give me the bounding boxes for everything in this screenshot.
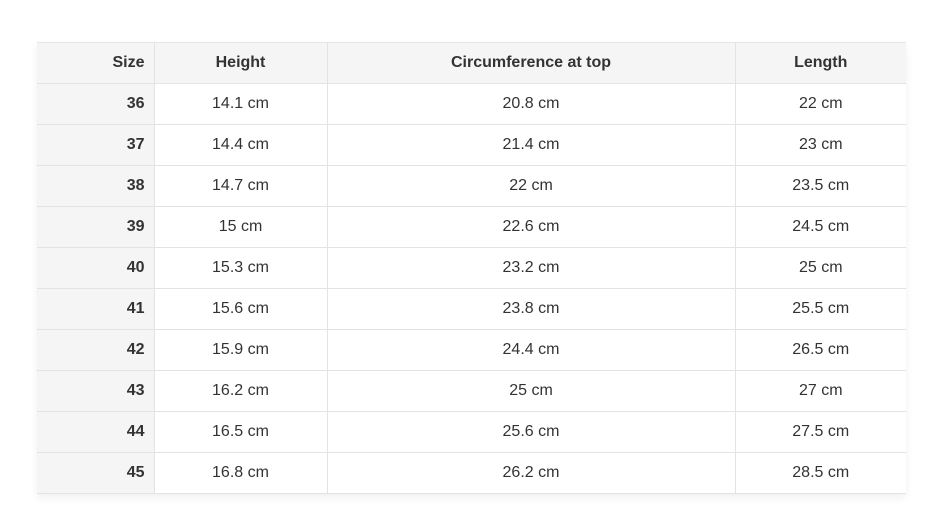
circumference-cell: 26.2 cm: [327, 452, 736, 494]
table-body: 36 14.1 cm 20.8 cm 22 cm 37 14.4 cm 21.4…: [37, 83, 906, 494]
length-cell: 25.5 cm: [735, 288, 906, 330]
table-row: 36 14.1 cm 20.8 cm 22 cm: [37, 83, 906, 125]
length-cell: 24.5 cm: [735, 206, 906, 248]
column-header-circumference: Circumference at top: [327, 43, 736, 84]
size-cell: 37: [37, 124, 155, 166]
header-row: Size Height Circumference at top Length: [37, 43, 906, 84]
size-cell: 38: [37, 165, 155, 207]
table-row: 38 14.7 cm 22 cm 23.5 cm: [37, 165, 906, 207]
height-cell: 16.5 cm: [154, 411, 328, 453]
circumference-cell: 21.4 cm: [327, 124, 736, 166]
length-cell: 27 cm: [735, 370, 906, 412]
size-cell: 45: [37, 452, 155, 494]
circumference-cell: 24.4 cm: [327, 329, 736, 371]
table-row: 40 15.3 cm 23.2 cm 25 cm: [37, 247, 906, 289]
size-cell: 39: [37, 206, 155, 248]
size-cell: 44: [37, 411, 155, 453]
column-header-height: Height: [154, 43, 328, 84]
table-row: 41 15.6 cm 23.8 cm 25.5 cm: [37, 288, 906, 330]
height-cell: 15 cm: [154, 206, 328, 248]
circumference-cell: 23.8 cm: [327, 288, 736, 330]
size-chart-table-container: Size Height Circumference at top Length …: [37, 42, 906, 494]
height-cell: 15.6 cm: [154, 288, 328, 330]
length-cell: 25 cm: [735, 247, 906, 289]
size-chart-table: Size Height Circumference at top Length …: [37, 43, 906, 494]
circumference-cell: 20.8 cm: [327, 83, 736, 125]
table-row: 45 16.8 cm 26.2 cm 28.5 cm: [37, 452, 906, 494]
circumference-cell: 22.6 cm: [327, 206, 736, 248]
circumference-cell: 22 cm: [327, 165, 736, 207]
size-cell: 36: [37, 83, 155, 125]
table-row: 44 16.5 cm 25.6 cm 27.5 cm: [37, 411, 906, 453]
length-cell: 23.5 cm: [735, 165, 906, 207]
column-header-length: Length: [735, 43, 906, 84]
column-header-size: Size: [37, 43, 155, 84]
circumference-cell: 23.2 cm: [327, 247, 736, 289]
length-cell: 26.5 cm: [735, 329, 906, 371]
table-row: 43 16.2 cm 25 cm 27 cm: [37, 370, 906, 412]
table-row: 42 15.9 cm 24.4 cm 26.5 cm: [37, 329, 906, 371]
height-cell: 14.1 cm: [154, 83, 328, 125]
table-header: Size Height Circumference at top Length: [37, 43, 906, 84]
circumference-cell: 25 cm: [327, 370, 736, 412]
circumference-cell: 25.6 cm: [327, 411, 736, 453]
length-cell: 23 cm: [735, 124, 906, 166]
height-cell: 14.4 cm: [154, 124, 328, 166]
length-cell: 27.5 cm: [735, 411, 906, 453]
height-cell: 15.3 cm: [154, 247, 328, 289]
length-cell: 22 cm: [735, 83, 906, 125]
height-cell: 14.7 cm: [154, 165, 328, 207]
size-cell: 41: [37, 288, 155, 330]
height-cell: 16.2 cm: [154, 370, 328, 412]
height-cell: 15.9 cm: [154, 329, 328, 371]
size-cell: 40: [37, 247, 155, 289]
height-cell: 16.8 cm: [154, 452, 328, 494]
size-cell: 42: [37, 329, 155, 371]
size-cell: 43: [37, 370, 155, 412]
length-cell: 28.5 cm: [735, 452, 906, 494]
table-row: 39 15 cm 22.6 cm 24.5 cm: [37, 206, 906, 248]
table-row: 37 14.4 cm 21.4 cm 23 cm: [37, 124, 906, 166]
